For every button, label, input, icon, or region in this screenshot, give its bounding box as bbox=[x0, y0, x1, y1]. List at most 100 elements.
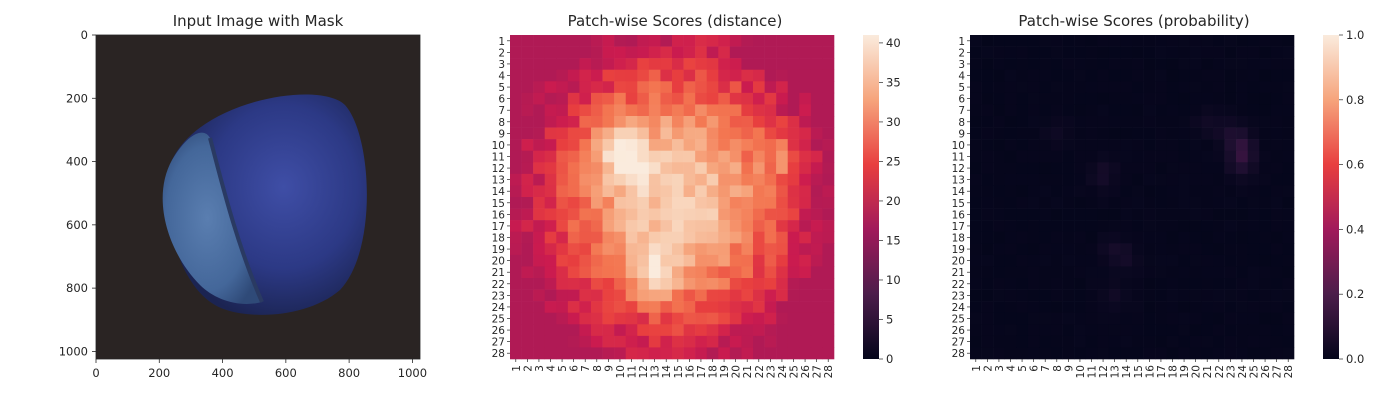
heatmap-cell bbox=[1143, 208, 1156, 221]
column-label: 25 bbox=[1249, 365, 1261, 378]
heatmap-cell bbox=[1132, 220, 1144, 233]
heatmap-cell bbox=[556, 347, 569, 360]
heatmap-cell bbox=[602, 162, 615, 175]
heatmap-cell bbox=[970, 208, 982, 221]
heatmap-cell bbox=[510, 185, 522, 198]
heatmap-cell bbox=[625, 312, 638, 325]
panel-title: Input Image with Mask bbox=[173, 12, 344, 30]
heatmap-cell bbox=[695, 116, 708, 128]
heatmap-cell bbox=[706, 266, 719, 279]
heatmap-cell bbox=[648, 150, 661, 163]
column-label: 18 bbox=[708, 365, 720, 378]
heatmap-cell bbox=[776, 301, 789, 314]
heatmap-cell bbox=[981, 266, 994, 279]
heatmap-cell bbox=[764, 162, 777, 175]
heatmap-cell bbox=[637, 139, 650, 152]
heatmap-cell bbox=[533, 197, 546, 209]
row-label: 23 bbox=[492, 290, 505, 302]
heatmap-cell bbox=[683, 347, 696, 360]
heatmap-cell bbox=[787, 81, 800, 94]
heatmap-cell bbox=[764, 35, 777, 47]
heatmap-cell bbox=[741, 35, 754, 47]
column-label: 23 bbox=[1225, 365, 1237, 378]
heatmap-cell bbox=[1027, 220, 1040, 233]
heatmap-cell bbox=[1108, 243, 1121, 256]
heatmap-cell bbox=[544, 347, 557, 360]
heatmap-cell bbox=[579, 150, 592, 163]
heatmap-cell bbox=[1166, 347, 1179, 360]
row-label: 24 bbox=[492, 302, 506, 314]
heatmap-cell bbox=[981, 301, 994, 314]
heatmap-cell bbox=[1143, 46, 1156, 59]
heatmap-cell bbox=[970, 254, 982, 267]
heatmap-cell bbox=[510, 266, 522, 279]
heatmap-cell bbox=[822, 58, 835, 71]
heatmap-cell bbox=[993, 58, 1006, 71]
row-label: 18 bbox=[492, 233, 505, 245]
heatmap-cell bbox=[970, 46, 982, 59]
heatmap-cell bbox=[787, 254, 800, 267]
heatmap-cell bbox=[602, 81, 615, 94]
heatmap-cell bbox=[1247, 335, 1260, 348]
heatmap-cell bbox=[981, 335, 994, 348]
heatmap-cell bbox=[672, 231, 684, 244]
heatmap-cell bbox=[1051, 208, 1063, 221]
heatmap-cell bbox=[822, 266, 835, 279]
heatmap-cell bbox=[1166, 324, 1179, 337]
heatmap-cell bbox=[591, 243, 603, 256]
heatmap-cell bbox=[521, 301, 534, 314]
heatmap-cell bbox=[1178, 104, 1191, 117]
heatmap-cell bbox=[970, 301, 982, 314]
column-label: 10 bbox=[615, 365, 627, 378]
column-label: 2 bbox=[522, 365, 534, 372]
heatmap-cell bbox=[695, 301, 708, 314]
panel-title: Patch-wise Scores (distance) bbox=[568, 12, 783, 30]
heatmap-cell bbox=[993, 139, 1006, 152]
heatmap-cell bbox=[1236, 81, 1249, 94]
heatmap-cell bbox=[718, 58, 731, 71]
heatmap-cell bbox=[567, 104, 580, 117]
heatmap-cell bbox=[1027, 254, 1040, 267]
heatmap-cell bbox=[602, 173, 615, 186]
heatmap-cell bbox=[776, 127, 789, 140]
heatmap-cell bbox=[764, 266, 777, 279]
column-label: 23 bbox=[765, 365, 777, 378]
heatmap-cell bbox=[695, 312, 708, 325]
heatmap-cell bbox=[970, 173, 982, 186]
heatmap-cell bbox=[729, 197, 742, 209]
heatmap-cell bbox=[1247, 162, 1260, 175]
heatmap-cell bbox=[764, 208, 777, 221]
heatmap-cell bbox=[741, 104, 754, 117]
heatmap-cell bbox=[672, 116, 684, 128]
heatmap-cell bbox=[1189, 127, 1202, 140]
heatmap-cell bbox=[1074, 278, 1087, 290]
heatmap-cell bbox=[1132, 162, 1144, 175]
heatmap-cell bbox=[1236, 324, 1249, 337]
heatmap-cell bbox=[799, 312, 812, 325]
heatmap-cell bbox=[1178, 347, 1191, 360]
heatmap-cell bbox=[672, 324, 684, 337]
heatmap-cell bbox=[683, 104, 696, 117]
heatmap-cell bbox=[521, 208, 534, 221]
row-label: 3 bbox=[958, 59, 965, 71]
heatmap-cell bbox=[1155, 104, 1168, 117]
heatmap-cell bbox=[1270, 127, 1283, 140]
heatmap-cell bbox=[625, 150, 638, 163]
heatmap-cell bbox=[1132, 173, 1144, 186]
heatmap-cell bbox=[672, 347, 684, 360]
heatmap-cell bbox=[993, 220, 1006, 233]
heatmap-cell bbox=[1270, 185, 1283, 198]
heatmap-cell bbox=[637, 231, 650, 244]
heatmap-cell bbox=[695, 150, 708, 163]
heatmap-cell bbox=[683, 35, 696, 47]
heatmap-cell bbox=[1016, 81, 1029, 94]
heatmap-cell bbox=[1085, 197, 1098, 209]
heatmap-cell bbox=[1201, 278, 1214, 290]
nut-rim bbox=[208, 137, 264, 303]
heatmap-cell bbox=[1132, 46, 1144, 59]
heatmap-cell bbox=[993, 208, 1006, 221]
heatmap-cell bbox=[981, 127, 994, 140]
heatmap-cell bbox=[1166, 220, 1179, 233]
heatmap-cell bbox=[648, 173, 661, 186]
